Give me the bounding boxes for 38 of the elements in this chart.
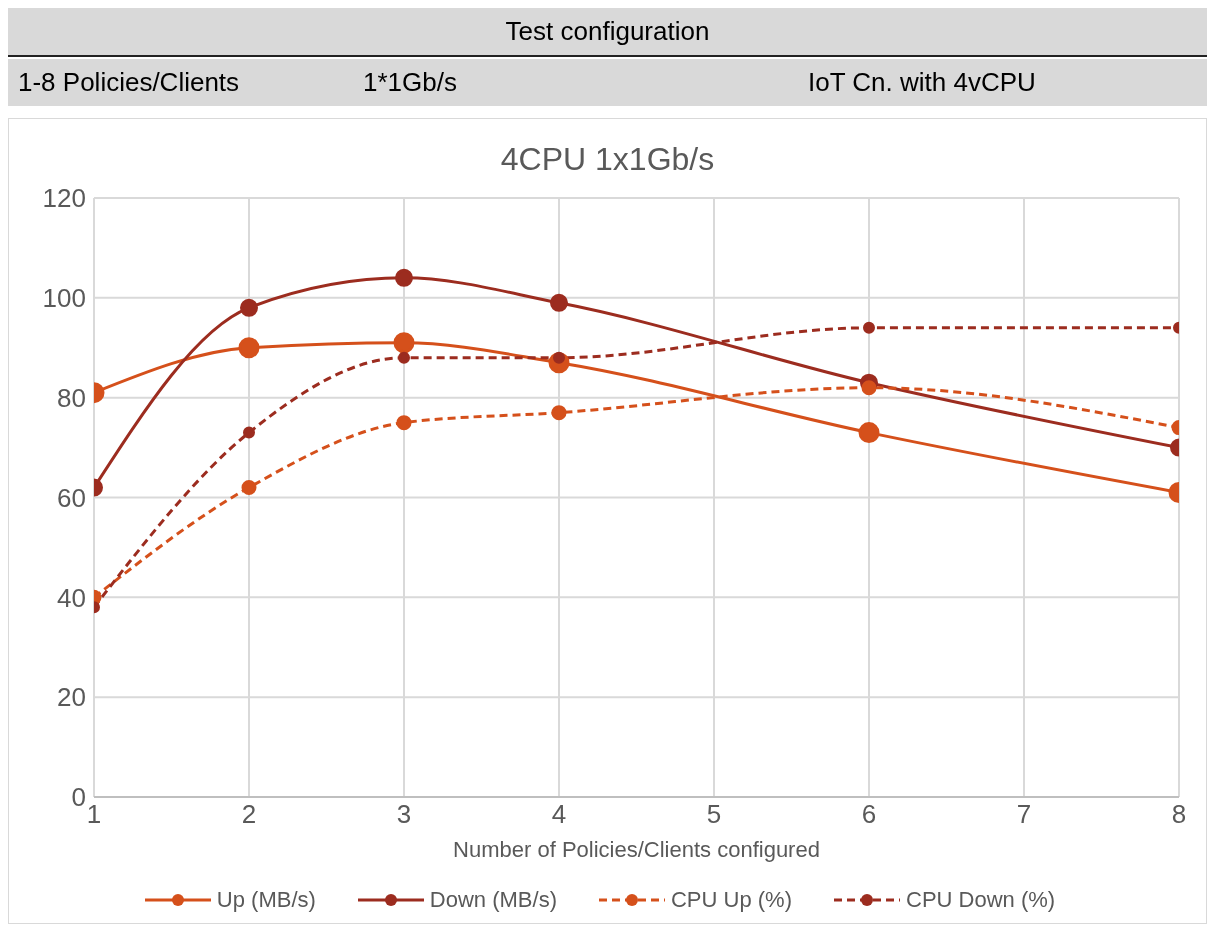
point (393, 332, 415, 354)
point (861, 380, 877, 396)
legend-label: Up (MB/s) (215, 887, 316, 913)
chart-title: 4CPU 1x1Gb/s (499, 141, 716, 178)
y-tick-label: 120 (42, 183, 86, 214)
legend-label: Down (MB/s) (428, 887, 557, 913)
legend-label: CPU Up (%) (670, 887, 792, 913)
x-tick-label: 5 (706, 799, 722, 830)
point (241, 480, 257, 496)
point (396, 415, 412, 431)
point (395, 268, 413, 287)
point (550, 293, 568, 312)
y-tick-label: 0 (71, 782, 86, 813)
y-tick-label: 40 (57, 582, 86, 613)
point (858, 422, 880, 444)
point (243, 426, 255, 439)
y-tick-label: 80 (57, 382, 86, 413)
legend-label: CPU Down (%) (905, 887, 1056, 913)
y-tick-label: 100 (42, 283, 86, 314)
y-tick-label: 60 (57, 482, 86, 513)
point (551, 405, 567, 421)
x-tick-label: 8 (1171, 799, 1187, 830)
text: IoT Cn. with 4vCPU (808, 67, 1036, 98)
point (238, 337, 260, 359)
point (863, 321, 875, 334)
x-axis-title: Number of Policies/Clients configured (453, 837, 820, 862)
y-tick-label: 20 (57, 682, 86, 713)
x-tick-label: 3 (396, 799, 412, 830)
text: Test configuration (8, 8, 1207, 57)
x-tick-label: 4 (551, 799, 567, 830)
x-tick-label: 6 (861, 799, 877, 830)
x-tick-label: 7 (1016, 799, 1032, 830)
text: 1-8 Policies/Clients (18, 67, 241, 98)
text: 1*1Gb/s (363, 67, 458, 98)
x-tick-label: 1 (86, 799, 102, 830)
point (240, 298, 258, 317)
point (398, 351, 410, 364)
x-tick-label: 2 (241, 799, 257, 830)
